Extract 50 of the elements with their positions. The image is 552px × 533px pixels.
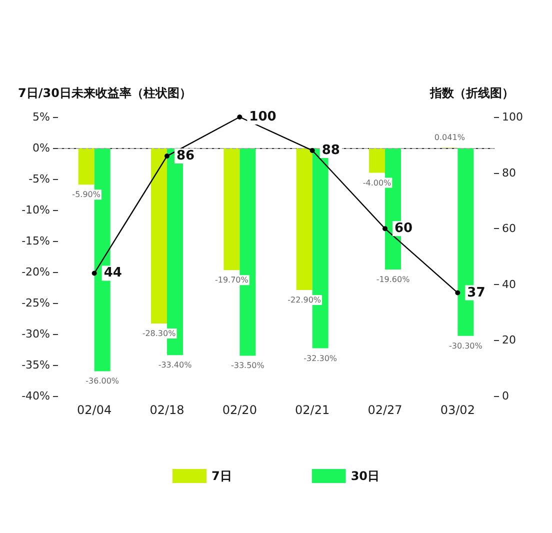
point: [237, 114, 242, 120]
x-tick-label: 03/02: [440, 403, 475, 417]
y-tick-label: -30%: [22, 328, 50, 340]
data-label: -22.90%: [288, 295, 322, 304]
point: [164, 154, 170, 159]
y-tick-label: 5%: [32, 110, 50, 124]
point: [455, 290, 460, 296]
y-tick-label: -5%: [28, 172, 50, 186]
y2-tick-label: 60: [502, 222, 516, 236]
data-label: -33.40%: [158, 360, 192, 370]
legend-label: 7日: [211, 469, 232, 483]
y2-tick-label: 40: [502, 278, 516, 291]
data-label: 60: [394, 221, 413, 236]
data-label: 44: [104, 266, 122, 281]
y-tick-label: -40%: [22, 390, 50, 402]
data-label: -19.70%: [214, 276, 249, 285]
data-label: -33.50%: [230, 361, 265, 370]
data-label: 37: [467, 285, 486, 300]
point: [310, 148, 315, 153]
y2-tick-label: 0: [502, 390, 509, 402]
y-tick-label: -25%: [22, 296, 50, 310]
data-label: -32.30%: [304, 354, 338, 363]
data-label: 88: [322, 142, 340, 158]
y2-tick-label: 20: [502, 334, 516, 347]
x-tick-label: 02/27: [368, 403, 402, 417]
data-label: -19.60%: [376, 275, 410, 284]
data-label: -4.00%: [362, 178, 392, 188]
x-tick-label: 02/04: [77, 403, 112, 417]
data-label: -5.90%: [72, 190, 101, 200]
y-tick-label: -20%: [22, 266, 50, 278]
data-label: -36.00%: [86, 376, 120, 386]
x-tick-label: 02/20: [222, 403, 257, 417]
data-label: 100: [249, 110, 276, 124]
data-label: 86: [176, 148, 195, 164]
data-label: -28.30%: [142, 328, 176, 338]
data-label: -30.30%: [448, 341, 483, 350]
x-tick-label: 02/18: [150, 403, 184, 417]
y2-tick-label: 100: [502, 110, 523, 124]
point: [92, 270, 97, 276]
point: [382, 226, 388, 232]
y-tick-label: -15%: [22, 234, 50, 248]
y2-axis-title: 指数（折线图）: [429, 86, 514, 100]
y-tick-label: 0%: [32, 142, 50, 154]
data-label: 0.041%: [434, 133, 466, 142]
x-tick-label: 02/21: [295, 403, 330, 417]
legend-label: 30日: [350, 469, 380, 483]
y2-tick-label: 80: [502, 166, 516, 180]
y-tick-label: -35%: [22, 358, 50, 372]
y-axis-title: 7日/30日未来收益率（柱状图）: [18, 86, 192, 100]
y-tick-label: -10%: [22, 204, 50, 216]
